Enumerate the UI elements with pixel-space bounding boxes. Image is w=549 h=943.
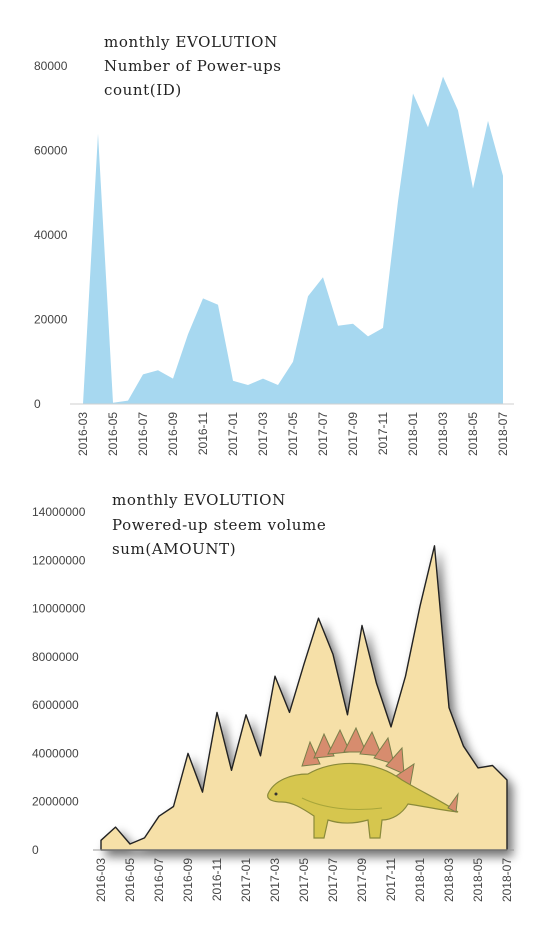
chart-2-y-axis: 14000000 12000000 10000000 8000000 6000000 40…: [32, 505, 86, 857]
chart-2-x-tick-label: 2018-05: [471, 858, 485, 902]
chart-2-y-tick-label: 10000000: [32, 602, 86, 616]
chart-1-x-tick-label: 2018-05: [466, 412, 480, 456]
chart-1-title-line-3: count(ID): [104, 81, 182, 99]
chart-2-x-tick-label: 2016-07: [152, 858, 166, 902]
stegosaurus-illustration: [267, 726, 459, 839]
chart-2-y-tick-label: 2000000: [32, 795, 79, 809]
chart-2-y-tick-label: 12000000: [32, 553, 86, 567]
chart-2-steem-volume: monthly EVOLUTION Powered-up steem volum…: [32, 491, 514, 902]
chart-1-title-line-1: monthly EVOLUTION: [104, 33, 278, 51]
chart-2-x-tick-label: 2017-09: [355, 858, 369, 902]
stegosaurus-body: [267, 762, 459, 839]
chart-2-title-line-2: Powered-up steem volume: [112, 516, 326, 534]
chart-1-x-tick-label: 2016-03: [76, 412, 90, 456]
chart-1-x-tick-label: 2017-05: [286, 412, 300, 456]
chart-1-x-tick-label: 2017-03: [256, 412, 270, 456]
chart-1-x-tick-label: 2016-05: [106, 412, 120, 456]
chart-1-y-tick-label: 40000: [34, 228, 68, 242]
chart-2-x-tick-label: 2018-01: [413, 858, 427, 902]
chart-2-x-tick-label: 2016-05: [123, 858, 137, 902]
chart-2-x-tick-label: 2018-03: [442, 858, 456, 902]
chart-1-y-tick-label: 60000: [34, 144, 68, 158]
chart-1-area: [83, 76, 503, 404]
chart-1-x-tick-label: 2017-09: [346, 412, 360, 456]
chart-1-x-tick-label: 2017-07: [316, 412, 330, 456]
chart-2-x-tick-label: 2016-09: [181, 858, 195, 902]
chart-2-y-tick-label: 8000000: [32, 650, 79, 664]
chart-2-x-tick-label: 2018-07: [500, 858, 514, 902]
chart-2-x-tick-label: 2017-03: [268, 858, 282, 902]
chart-1-x-tick-label: 2016-07: [136, 412, 150, 456]
chart-2-y-tick-label: 6000000: [32, 698, 79, 712]
chart-1-x-tick-label: 2017-11: [376, 412, 390, 455]
chart-2-x-tick-label: 2017-07: [326, 858, 340, 902]
chart-2-x-axis: 2016-03 2016-05 2016-07 2016-09 2016-11 2017-…: [94, 858, 514, 902]
chart-2-x-tick-label: 2017-01: [239, 858, 253, 902]
chart-1-y-tick-label: 80000: [34, 59, 68, 73]
chart-1-power-ups-count: monthly EVOLUTION Number of Power-ups co…: [34, 33, 514, 456]
chart-2-x-tick-label: 2017-11: [384, 858, 398, 901]
chart-1-x-axis: 2016-03 2016-05 2016-07 2016-09 2016-11 2017-…: [76, 412, 510, 456]
chart-2-title-line-1: monthly EVOLUTION: [112, 491, 286, 509]
chart-1-x-tick-label: 2017-01: [226, 412, 240, 456]
chart-1-x-tick-label: 2016-11: [196, 412, 210, 455]
chart-2-x-tick-label: 2016-11: [210, 858, 224, 901]
chart-1-title-line-2: Number of Power-ups: [104, 57, 282, 75]
chart-2-y-tick-label: 4000000: [32, 746, 79, 760]
chart-1-y-tick-label: 20000: [34, 313, 68, 327]
chart-2-y-tick-label: 14000000: [32, 505, 86, 519]
chart-1-x-tick-label: 2016-09: [166, 412, 180, 456]
chart-2-title-line-3: sum(AMOUNT): [112, 540, 236, 558]
chart-1-y-axis: 80000 60000 40000 20000 0: [34, 59, 68, 411]
chart-1-x-tick-label: 2018-03: [436, 412, 450, 456]
chart-1-y-tick-label: 0: [34, 397, 41, 411]
chart-2-y-tick-label: 0: [32, 843, 39, 857]
chart-2-x-tick-label: 2016-03: [94, 858, 108, 902]
chart-1-x-tick-label: 2018-07: [496, 412, 510, 456]
chart-1-x-tick-label: 2018-01: [406, 412, 420, 456]
chart-2-x-tick-label: 2017-05: [297, 858, 311, 902]
